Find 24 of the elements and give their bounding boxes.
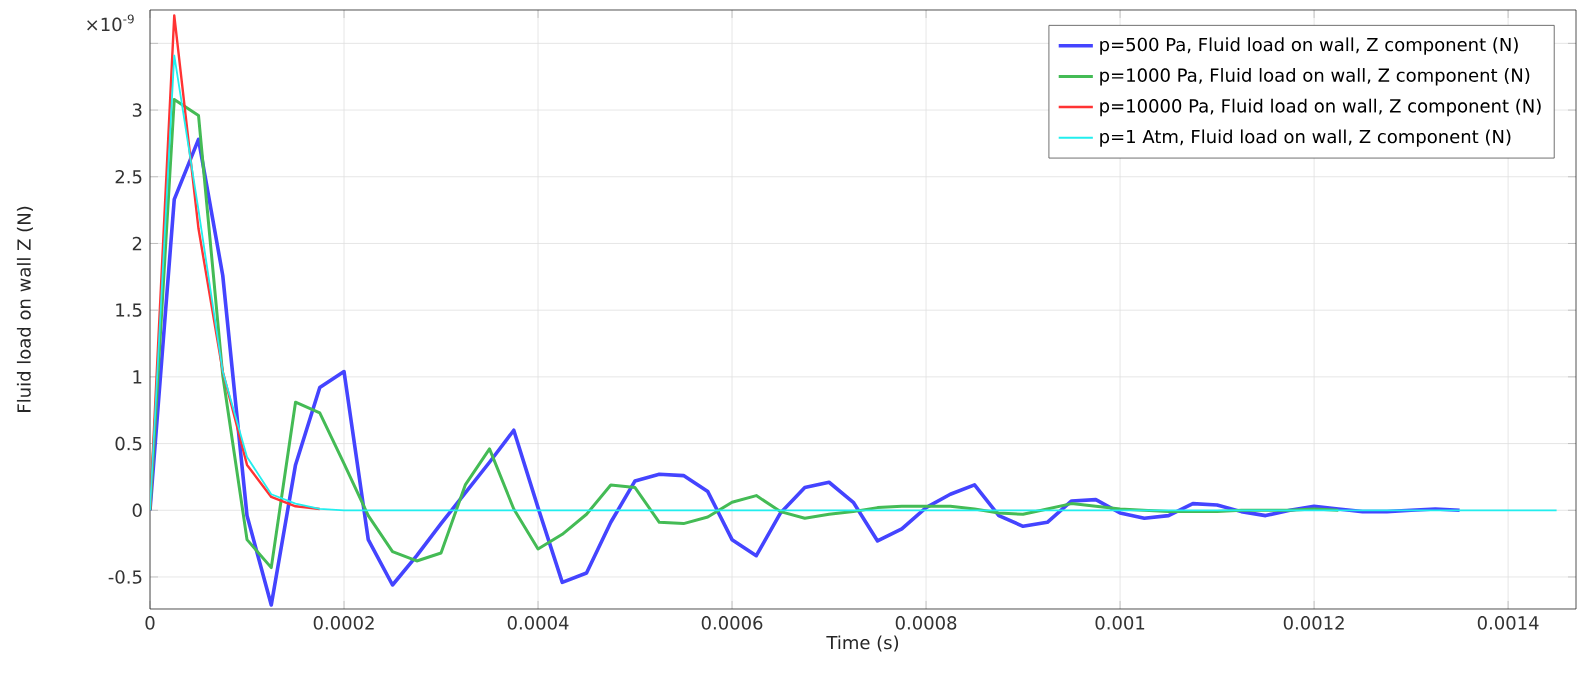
y-axis-title: Fluid load on wall Z (N) [16, 206, 33, 412]
y-tick-label: 1.5 [116, 303, 142, 317]
line-series [150, 14, 321, 512]
y-tick-label: 2.5 [115, 169, 142, 184]
legend-label: p=1 Atm, Fluid load on wall, Z component (N) [1100, 129, 1511, 147]
y-tick-label: 0 [132, 503, 142, 518]
x-tick-label: 0.0006 [701, 616, 763, 630]
x-tick-label: 0.001 [1095, 616, 1145, 630]
text: ×10$^{-9}$ [87, 14, 134, 32]
x-tick-label: 0.0004 [507, 616, 569, 630]
x-tick-label: 0.0012 [1283, 616, 1344, 630]
x-tick-label: 0.0002 [313, 616, 374, 630]
x-tick-label: 0.0014 [1477, 616, 1539, 630]
x-axis-title: Time (s) [826, 635, 899, 652]
legend-label: p=1000 Pa, Fluid load on wall, Z component (N) [1100, 68, 1530, 86]
y-tick-label: 2 [132, 236, 142, 251]
y-tick-label: -0.5 [108, 570, 142, 584]
x-tick-label: 0.0008 [895, 616, 957, 630]
y-tick-label: 3 [132, 103, 142, 117]
y-tick-label: 0.5 [115, 436, 142, 451]
legend-label: p=500 Pa, Fluid load on wall, Z component (N) [1100, 37, 1518, 55]
x-tick-label: 0 [145, 616, 155, 630]
legend-label: p=10000 Pa, Fluid load on wall, Z component (N) [1100, 98, 1541, 117]
y-tick-label: 1 [133, 370, 142, 384]
